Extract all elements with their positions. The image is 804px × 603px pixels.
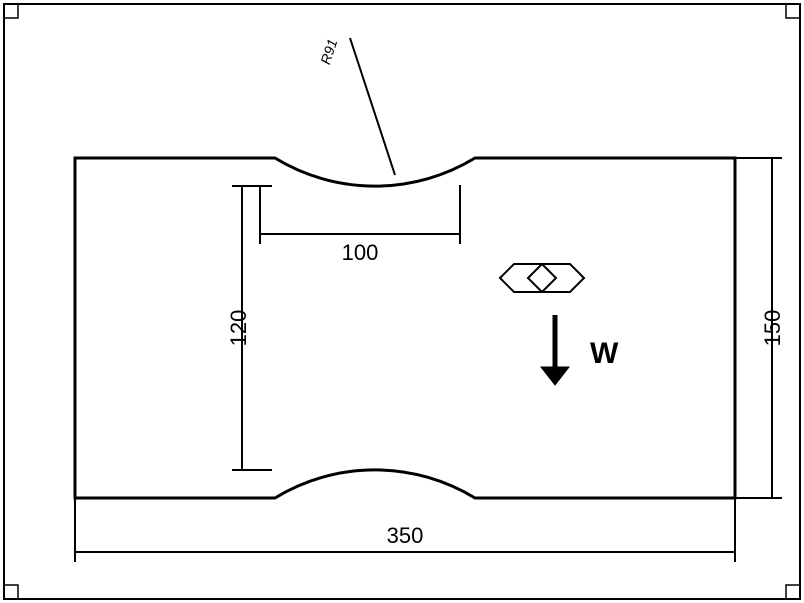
dim-gauge-length: 100 bbox=[342, 240, 379, 265]
dim-overall-width: 350 bbox=[387, 523, 424, 548]
weld-arrow-head-icon bbox=[541, 367, 569, 385]
dim-radius: R91 bbox=[317, 37, 340, 66]
page-frame bbox=[4, 4, 800, 599]
corner-marker bbox=[4, 585, 18, 599]
dim-overall-height: 150 bbox=[760, 310, 785, 347]
dim-gauge-height: 120 bbox=[226, 310, 251, 347]
specimen-outline bbox=[75, 158, 735, 498]
corner-marker bbox=[786, 585, 800, 599]
corner-marker bbox=[786, 4, 800, 18]
weld-direction-label: W bbox=[590, 337, 619, 370]
corner-marker bbox=[4, 4, 18, 18]
